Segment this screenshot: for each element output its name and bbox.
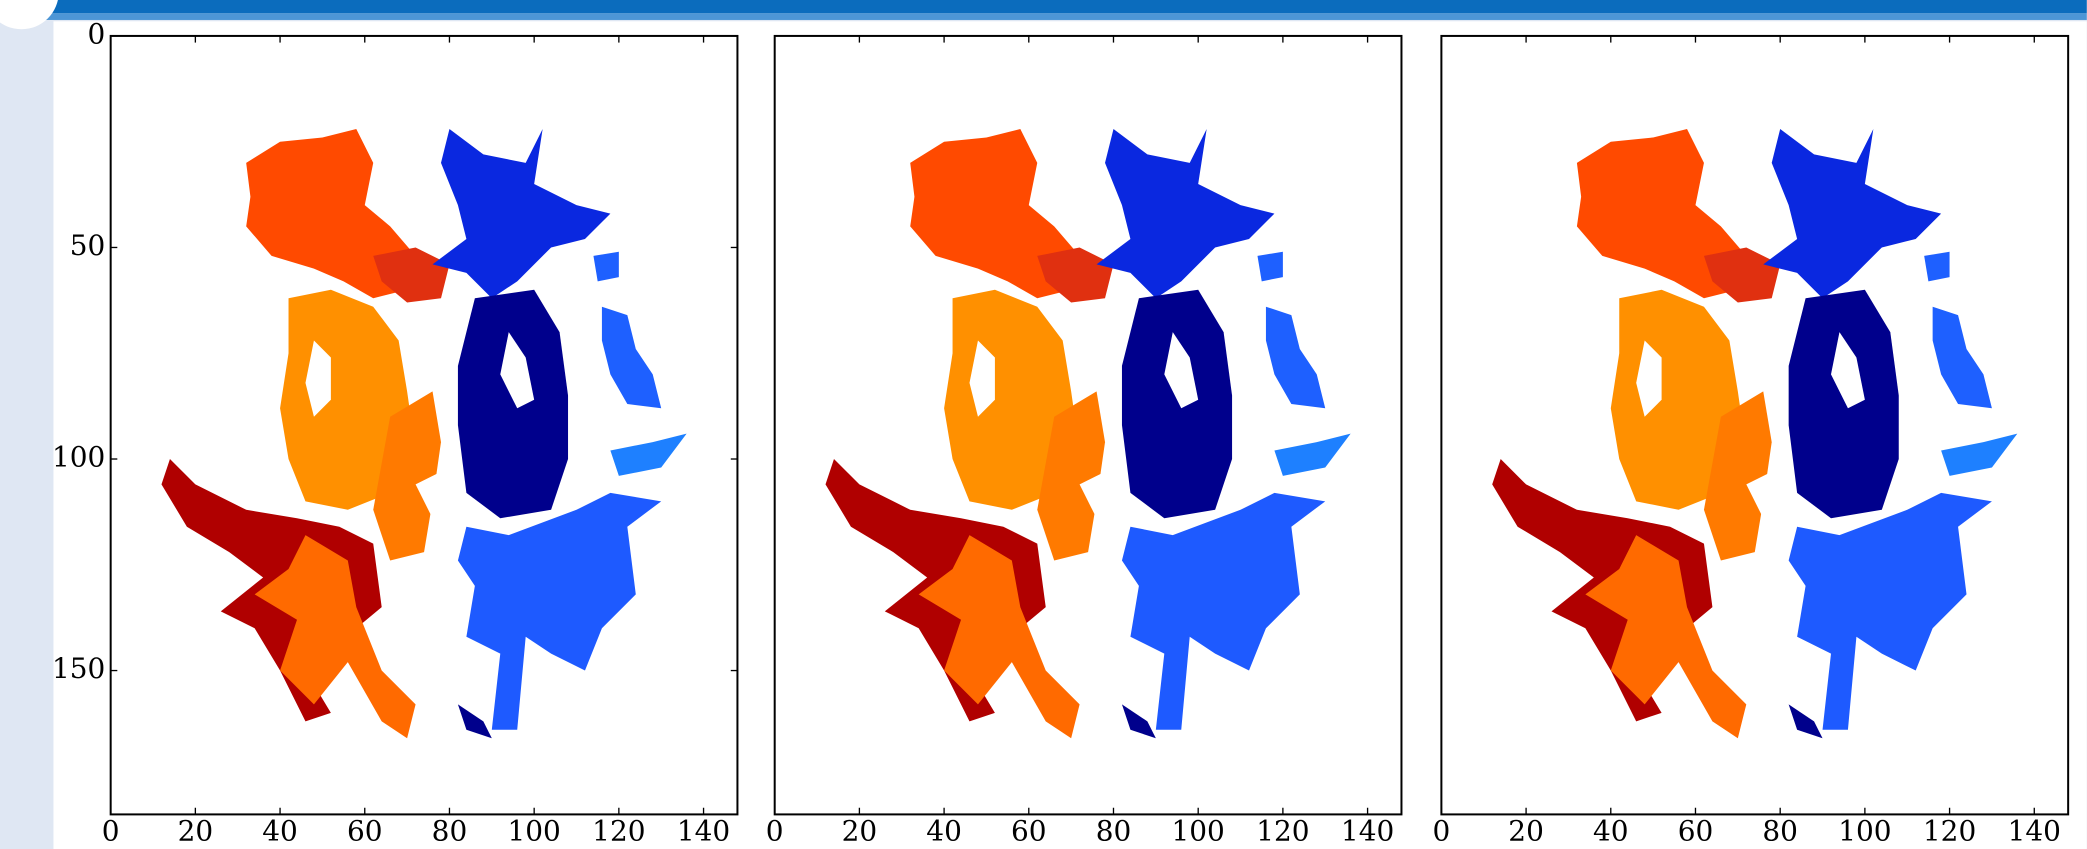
- y-tick-label: 150: [52, 652, 105, 685]
- x-tick-label: 80: [1762, 815, 1798, 848]
- page: 0 20 40 60 80 100 120 140 0 50 100 150 0 20 40 60 80 100 1…: [0, 0, 2087, 849]
- top-bar-edge: [0, 13, 2087, 20]
- x-tick-label: 20: [1508, 815, 1544, 848]
- x-tick-label: 140: [2008, 815, 2061, 848]
- x-tick-label: 0: [766, 815, 784, 848]
- y-tick-label: 0: [88, 17, 106, 50]
- top-bar: [0, 0, 2087, 13]
- x-tick-label: 40: [262, 815, 298, 848]
- x-tick-label: 80: [432, 815, 468, 848]
- x-tick-label: 100: [1172, 815, 1225, 848]
- x-tick-label: 20: [842, 815, 878, 848]
- x-tick-label: 0: [1432, 815, 1450, 848]
- x-tick-label: 120: [1923, 815, 1976, 848]
- x-tick-label: 120: [592, 815, 645, 848]
- x-tick-label: 80: [1096, 815, 1132, 848]
- x-tick-label: 140: [1341, 815, 1394, 848]
- x-tick-label: 0: [102, 815, 120, 848]
- x-tick-label: 40: [926, 815, 962, 848]
- x-tick-label: 140: [677, 815, 730, 848]
- x-tick-label: 60: [1678, 815, 1714, 848]
- x-tick-label: 100: [507, 815, 560, 848]
- y-tick-label: 50: [70, 229, 106, 262]
- x-tick-label: 100: [1838, 815, 1891, 848]
- x-tick-label: 40: [1593, 815, 1629, 848]
- x-tick-label: 20: [178, 815, 214, 848]
- screenshot: 0 20 40 60 80 100 120 140 0 50 100 150 0 20 40 60 80 100 1…: [0, 0, 2087, 849]
- x-tick-label: 60: [347, 815, 383, 848]
- y-tick-label: 100: [52, 441, 105, 474]
- logo: [0, 0, 59, 29]
- x-tick-label: 120: [1256, 815, 1309, 848]
- x-tick-label: 60: [1011, 815, 1047, 848]
